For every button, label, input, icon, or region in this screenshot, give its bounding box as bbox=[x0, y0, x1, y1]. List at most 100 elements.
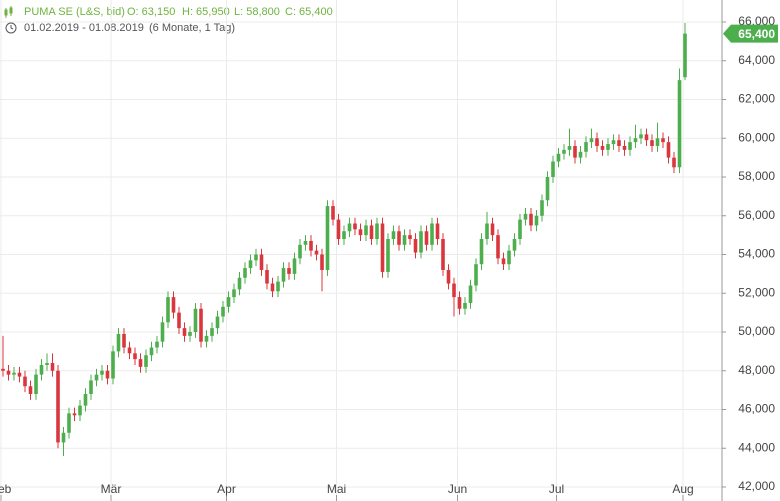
candle bbox=[149, 341, 154, 362]
candle bbox=[298, 239, 302, 265]
candle bbox=[633, 124, 638, 148]
candle-body bbox=[309, 240, 313, 251]
candle-body bbox=[617, 140, 621, 146]
candle-body bbox=[72, 413, 77, 416]
candle-body bbox=[369, 225, 374, 239]
candle-body bbox=[600, 146, 605, 150]
candle bbox=[595, 132, 599, 152]
candle bbox=[529, 208, 533, 232]
candle-body bbox=[353, 223, 357, 230]
candle-body bbox=[556, 153, 561, 162]
candle bbox=[254, 248, 258, 267]
candle-body bbox=[111, 351, 115, 379]
candle bbox=[578, 146, 583, 164]
candle-body bbox=[391, 231, 396, 239]
candle bbox=[457, 291, 462, 315]
candle bbox=[507, 244, 511, 270]
candle bbox=[276, 275, 280, 298]
candle bbox=[639, 128, 643, 145]
candle-body bbox=[320, 254, 324, 270]
candle bbox=[364, 219, 368, 241]
last-price-label: 65,400 bbox=[738, 27, 775, 41]
candle bbox=[430, 217, 434, 251]
candle bbox=[518, 213, 522, 245]
candle-body bbox=[303, 240, 308, 245]
candle bbox=[534, 209, 539, 232]
candle-body bbox=[474, 264, 478, 286]
candle-body bbox=[28, 386, 33, 394]
candle-body bbox=[292, 258, 297, 274]
candle-body bbox=[215, 316, 220, 329]
candle-body bbox=[584, 142, 588, 152]
candle bbox=[650, 134, 654, 152]
grid bbox=[0, 0, 722, 501]
candle bbox=[12, 366, 16, 381]
candle bbox=[479, 233, 484, 270]
legend-open: O: 63,150 bbox=[127, 6, 175, 18]
candle-body bbox=[204, 335, 209, 342]
candle-body bbox=[237, 277, 242, 290]
candle bbox=[336, 213, 341, 245]
candle bbox=[545, 171, 550, 207]
y-tick-label: 60,000 bbox=[738, 130, 775, 144]
candle-body bbox=[358, 229, 363, 236]
y-tick-label: 42,000 bbox=[738, 479, 775, 493]
candle-body bbox=[78, 405, 82, 416]
candle bbox=[17, 366, 22, 383]
candle-body bbox=[1, 368, 5, 371]
candle bbox=[468, 279, 473, 309]
candle-body bbox=[485, 223, 489, 239]
candle-body bbox=[160, 322, 165, 342]
y-tick-label: 56,000 bbox=[738, 208, 775, 222]
candle-body bbox=[518, 219, 522, 239]
candle-body bbox=[386, 239, 390, 272]
candle-body bbox=[336, 219, 341, 239]
candle bbox=[237, 271, 242, 296]
candle bbox=[606, 138, 610, 156]
candle bbox=[248, 254, 253, 274]
candle-body bbox=[573, 146, 577, 158]
candle bbox=[496, 229, 500, 265]
y-tick-label: 50,000 bbox=[738, 324, 775, 338]
candle bbox=[89, 374, 93, 400]
candle-body bbox=[144, 355, 148, 367]
header: PUMA SE (L&S, bid) O: 63,150 H: 65,950 L… bbox=[4, 6, 333, 34]
candle-body bbox=[490, 223, 495, 236]
candle bbox=[567, 128, 572, 156]
candle bbox=[369, 219, 374, 245]
candle bbox=[347, 217, 352, 238]
legend-close: C: 65,400 bbox=[285, 6, 333, 18]
x-tick-label: Apr bbox=[217, 482, 236, 496]
y-tick-label: 62,000 bbox=[738, 92, 775, 106]
period: (6 Monate, 1 Tag) bbox=[149, 22, 235, 34]
candle-body bbox=[281, 268, 286, 282]
y-tick-label: 64,000 bbox=[738, 53, 775, 67]
candle bbox=[551, 155, 555, 183]
candle-body bbox=[34, 374, 38, 394]
candle bbox=[474, 258, 478, 292]
candle-body bbox=[127, 347, 132, 354]
candle bbox=[265, 264, 269, 290]
candle bbox=[188, 326, 192, 342]
candle bbox=[6, 364, 11, 381]
candle-body bbox=[402, 235, 407, 245]
candle-body bbox=[562, 149, 566, 154]
candle bbox=[402, 229, 407, 251]
candle bbox=[204, 330, 209, 348]
candle bbox=[419, 225, 423, 259]
candle-body bbox=[375, 223, 379, 239]
candle-body bbox=[419, 231, 423, 253]
candle bbox=[303, 235, 308, 251]
candle bbox=[1, 335, 5, 377]
candle bbox=[375, 217, 379, 245]
candle bbox=[127, 341, 132, 360]
candle-body bbox=[606, 144, 610, 150]
candle bbox=[628, 136, 632, 156]
candle bbox=[122, 328, 126, 354]
candle bbox=[111, 345, 115, 385]
candle-body bbox=[496, 235, 500, 259]
candle-body bbox=[661, 138, 665, 143]
y-tick-label: 54,000 bbox=[738, 247, 775, 261]
